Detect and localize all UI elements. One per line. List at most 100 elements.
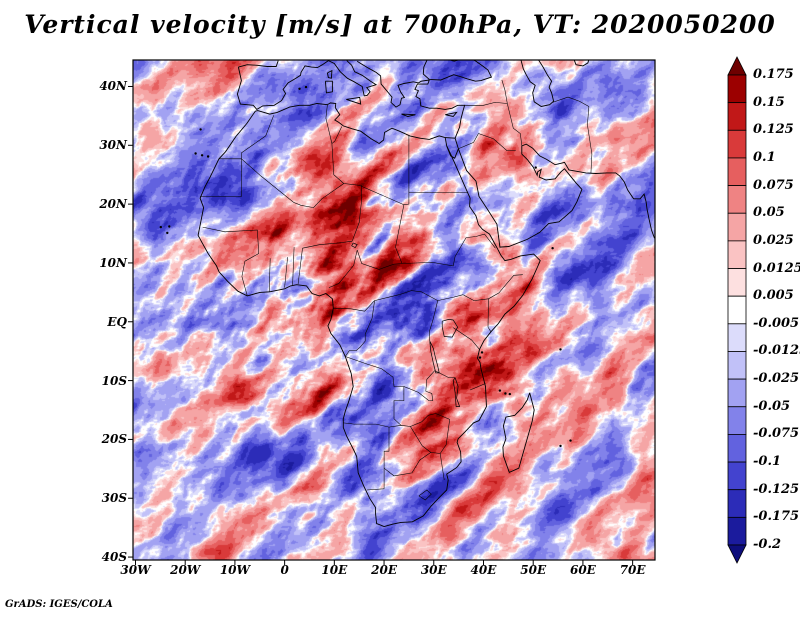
colorbar-tick-label: -0.1	[753, 453, 782, 469]
x-tick-label: 0	[280, 563, 289, 577]
colorbar	[727, 56, 747, 564]
colorbar-tick-label: -0.05	[753, 398, 791, 414]
small-island-dot	[569, 439, 572, 442]
coastline-path	[401, 113, 416, 117]
coastline-path	[356, 60, 430, 108]
small-island-dot	[194, 152, 197, 155]
colorbar-band	[727, 461, 747, 491]
lake-outline-path	[452, 377, 461, 407]
x-tick-label: 60E	[569, 563, 596, 577]
x-tick-label: 40E	[470, 563, 497, 577]
colorbar-tick-label: 0.025	[753, 232, 794, 248]
country-border-path	[343, 183, 409, 205]
colorbar-tick-label: 0.1	[753, 149, 776, 165]
country-border-path	[383, 427, 390, 489]
country-border-path	[297, 248, 303, 285]
colorbar-tick-label: 0.125	[753, 122, 794, 138]
coastline-path	[326, 69, 333, 79]
y-tick-label: 30S	[101, 491, 127, 506]
colorbar-arrow-bottom	[727, 544, 747, 564]
small-island-dot	[504, 392, 507, 395]
lake-outline-path	[429, 341, 440, 374]
colorbar-band	[727, 323, 747, 352]
coastline-path	[448, 60, 461, 62]
map-linework	[159, 60, 655, 527]
y-tick-label: 40S	[101, 550, 127, 565]
colorbar-band	[727, 157, 747, 186]
country-border-path	[241, 158, 344, 208]
chart-title: Vertical velocity [m/s] at 700hPa, VT: 2…	[24, 10, 776, 39]
colorbar-band	[727, 212, 747, 242]
country-border-path	[429, 300, 438, 342]
colorbar-arrow-top	[727, 56, 747, 76]
country-border-path	[403, 370, 436, 401]
country-border-path	[224, 229, 260, 277]
country-border-path	[200, 158, 242, 197]
colorbar-tick-label: -0.125	[753, 481, 800, 497]
colorbar-tick-label: -0.0125	[753, 343, 800, 359]
x-tick-label: 10E	[321, 563, 348, 577]
x-tick-label: 30E	[420, 563, 447, 577]
country-border-path	[453, 327, 480, 350]
country-border-path	[202, 226, 226, 233]
small-island-dot	[498, 389, 502, 392]
country-border-path	[395, 204, 405, 264]
coastline-path	[422, 60, 493, 82]
country-border-path	[552, 96, 590, 107]
country-border-path	[284, 257, 288, 288]
coastline-path	[520, 60, 555, 107]
country-border-path	[587, 106, 593, 174]
country-border-path	[439, 419, 450, 454]
colorbar-tick-label: 0.175	[753, 66, 794, 82]
country-border-path	[356, 249, 403, 270]
y-tick-label: 30N	[99, 138, 127, 153]
country-border-path	[507, 103, 523, 146]
country-border-path	[219, 115, 274, 160]
x-tick-label: 70E	[619, 563, 646, 577]
country-border-path	[458, 133, 479, 150]
colorbar-tick-label: 0.0125	[753, 260, 800, 276]
colorbar-band	[727, 351, 747, 380]
country-border-path	[410, 426, 431, 453]
country-border-path	[464, 102, 508, 106]
colorbar-band	[727, 240, 747, 269]
coastline-path	[445, 111, 458, 117]
country-border-path	[328, 249, 358, 288]
vertical-velocity-field-canvas	[133, 60, 655, 560]
small-island-dot	[206, 155, 210, 158]
coastline-path	[324, 80, 333, 94]
colorbar-tick-label: 0.075	[753, 177, 794, 193]
lake-outline-path	[441, 319, 459, 338]
coastline-path	[457, 143, 655, 248]
colorbar-band	[727, 434, 747, 463]
country-border-path	[487, 298, 492, 332]
lake-outline-path	[351, 242, 358, 249]
x-tick-label: 10W	[219, 563, 250, 577]
country-border-path	[333, 300, 375, 312]
country-border-path	[466, 233, 496, 249]
country-border-path	[302, 240, 353, 249]
y-tick-label: EQ	[107, 314, 127, 329]
country-border-path	[469, 383, 486, 391]
country-border-path	[343, 422, 411, 428]
x-tick-label: 20E	[371, 563, 397, 577]
colorbar-tick-label: 0.15	[753, 94, 785, 110]
country-border-path	[325, 104, 333, 144]
coastline-path	[236, 60, 378, 110]
colorbar-band	[727, 268, 747, 297]
country-border-path	[351, 185, 362, 242]
axis-ticks	[128, 85, 634, 565]
y-tick-label: 20N	[99, 197, 127, 212]
attribution-text: GrADS: IGES/COLA	[5, 599, 113, 610]
country-border-path	[345, 356, 404, 387]
colorbar-band	[727, 489, 747, 518]
country-border-path	[462, 274, 523, 301]
small-island-dot	[168, 225, 171, 228]
coastline-path	[414, 79, 466, 139]
map-frame	[132, 59, 656, 561]
country-border-path	[478, 133, 516, 151]
colorbar-tick-label: -0.2	[753, 536, 782, 552]
y-tick-label: 40N	[99, 79, 127, 94]
small-island-dot	[298, 87, 301, 91]
